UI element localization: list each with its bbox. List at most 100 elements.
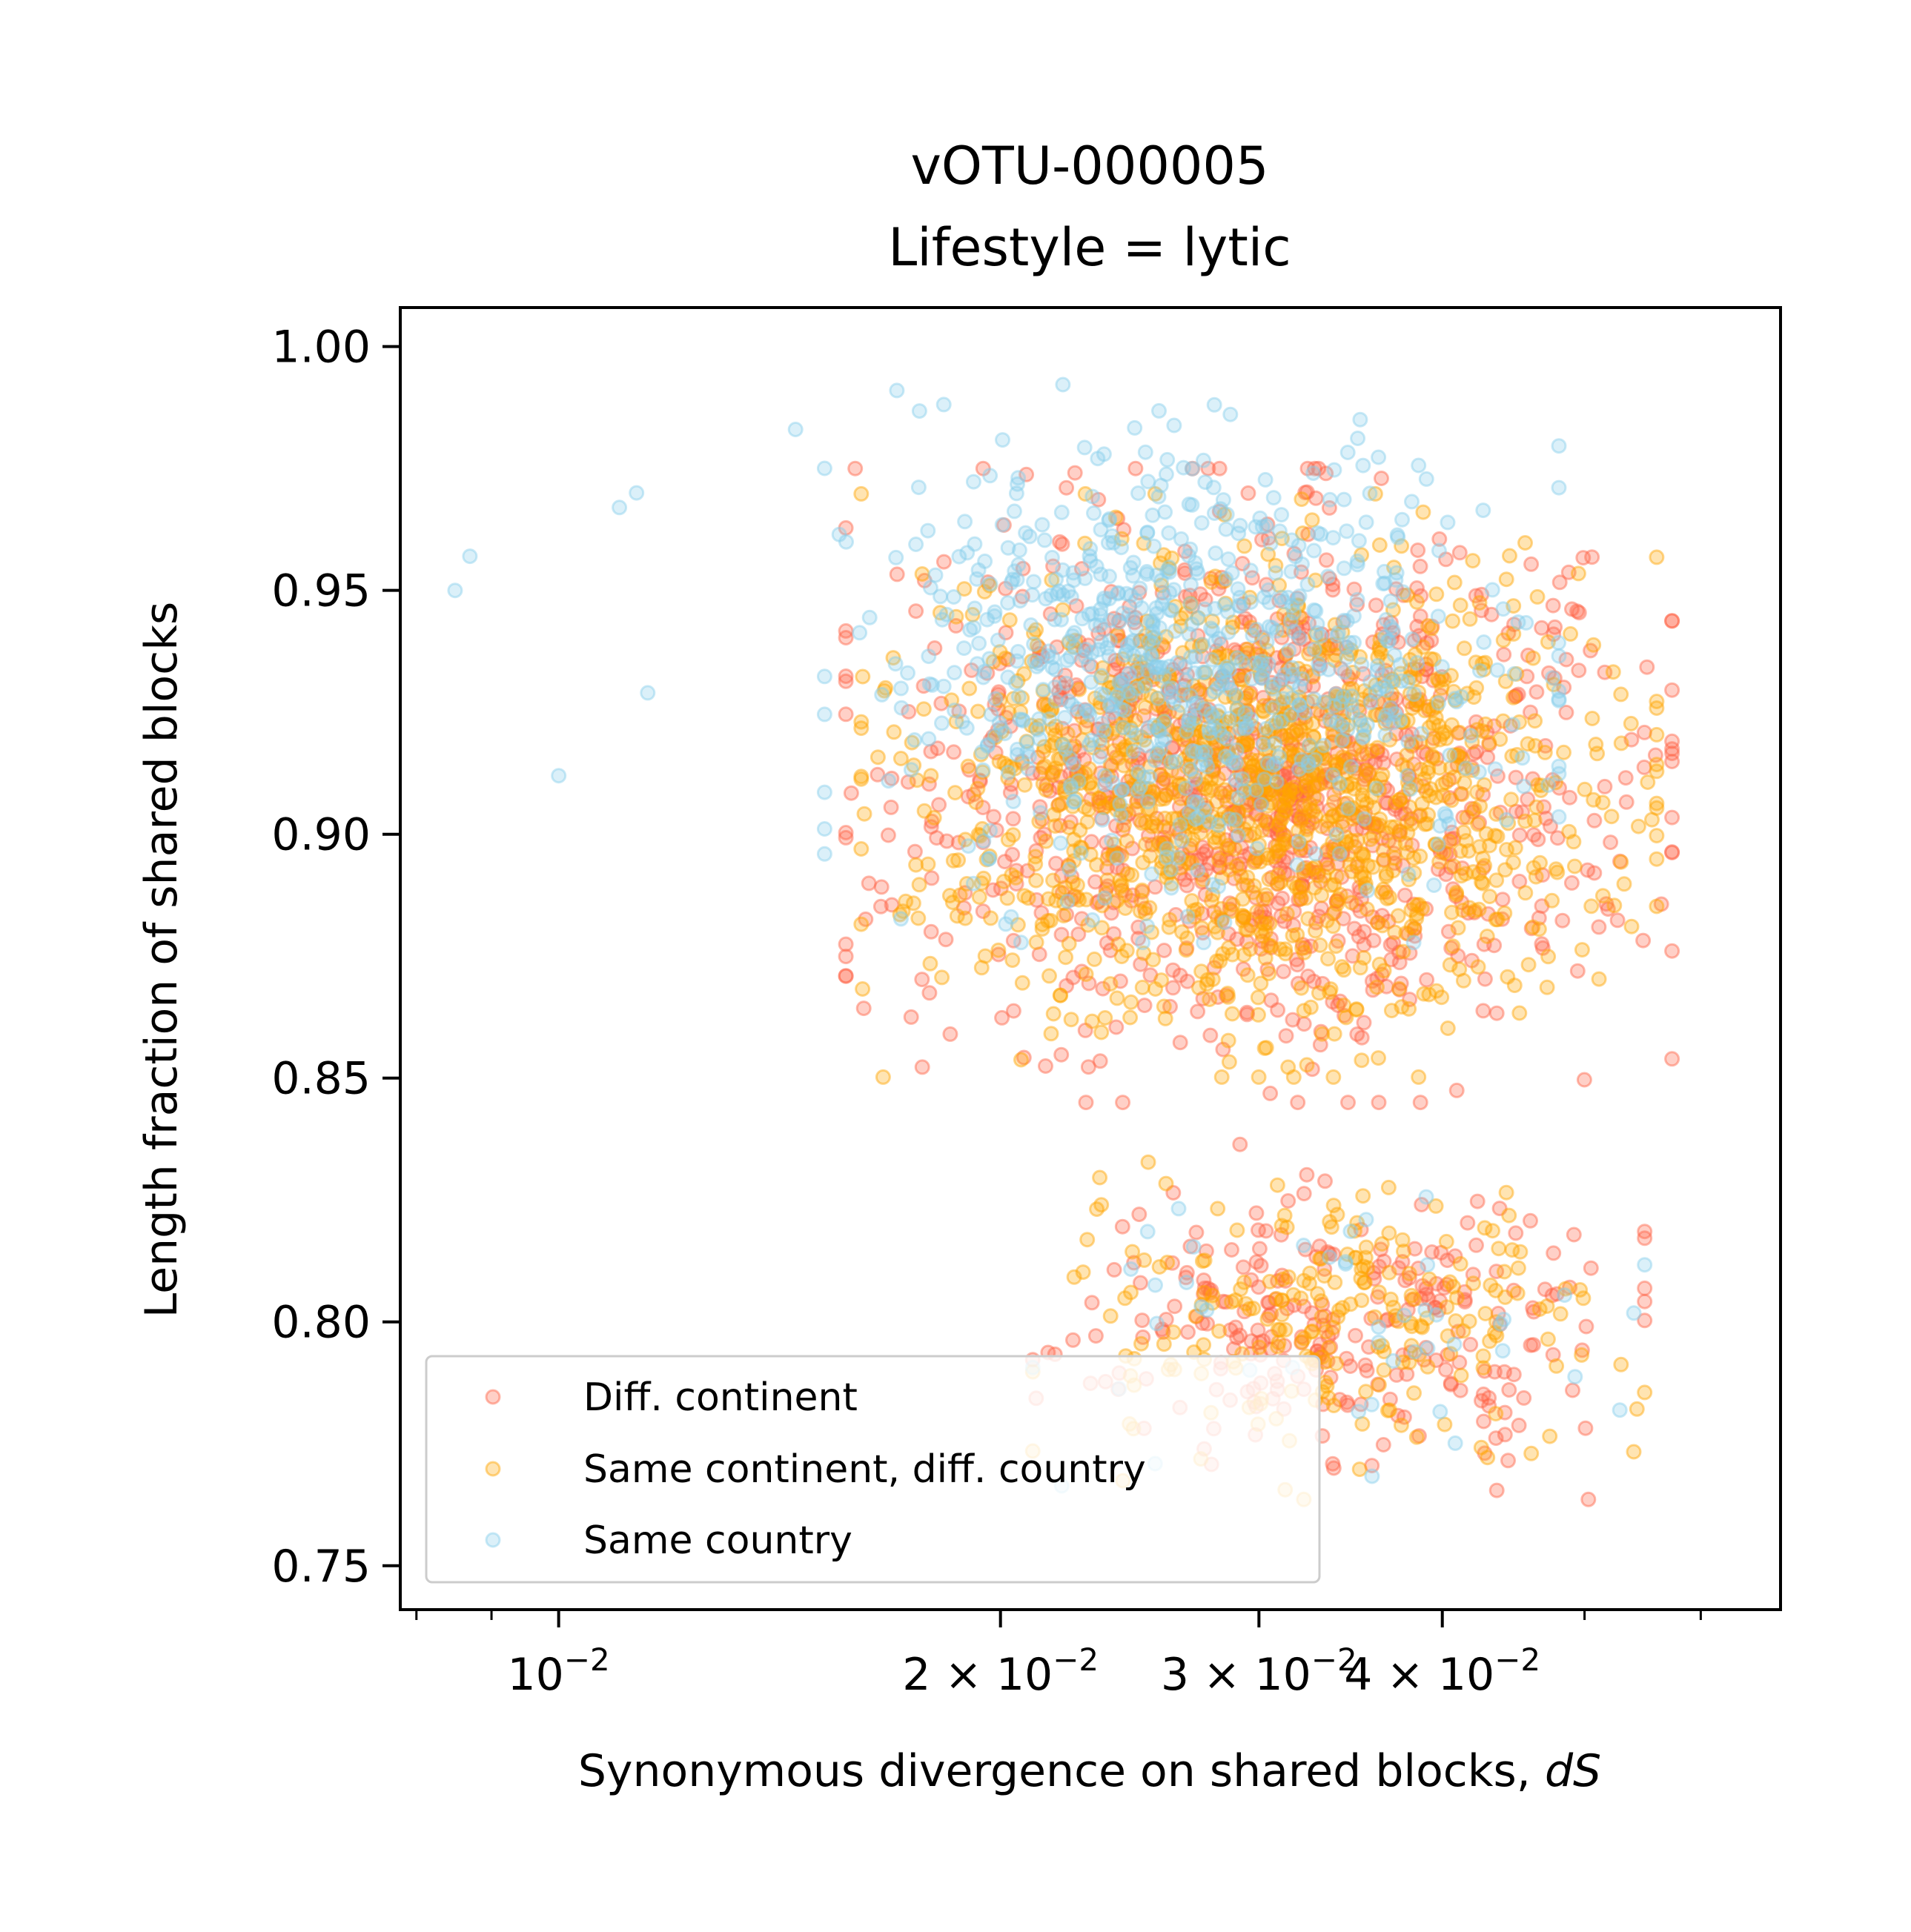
scatter-point-same-country	[982, 468, 998, 484]
scatter-point-same-country	[1198, 744, 1213, 760]
scatter-point-diff-continent	[1530, 831, 1546, 848]
scatter-point-same-continent-diff-country	[1122, 1009, 1139, 1026]
scatter-point-diff-continent	[1241, 766, 1257, 783]
scatter-point-diff-continent	[1038, 1058, 1053, 1074]
scatter-point-diff-continent	[1664, 613, 1680, 629]
scatter-point-diff-continent	[1248, 806, 1264, 823]
scatter-point-same-country	[888, 549, 904, 565]
scatter-point-same-country	[1139, 1224, 1156, 1240]
y-axis: 0.750.800.850.900.951.00	[271, 322, 400, 1593]
scatter-point-same-country	[1325, 530, 1341, 546]
scatter-point-diff-continent	[1334, 869, 1350, 885]
scatter-point-diff-continent	[1084, 1295, 1100, 1311]
scatter-point-same-continent-diff-country	[1273, 874, 1289, 890]
scatter-point-diff-continent	[1131, 585, 1147, 601]
scatter-point-diff-continent	[1537, 737, 1554, 754]
scatter-point-same-country	[1196, 601, 1213, 617]
scatter-point-same-country	[1516, 778, 1532, 794]
scatter-point-same-continent-diff-country	[1215, 946, 1231, 962]
scatter-point-same-continent-diff-country	[1140, 1154, 1156, 1170]
scatter-point-same-country	[1115, 605, 1131, 621]
scatter-point-diff-continent	[1468, 588, 1484, 604]
scatter-point-diff-continent	[1477, 971, 1493, 987]
scatter-point-same-country	[977, 553, 993, 569]
scatter-point-diff-continent	[1236, 909, 1252, 926]
scatter-point-diff-continent	[1350, 809, 1365, 825]
scatter-point-diff-continent	[1181, 789, 1197, 805]
scatter-point-diff-continent	[1276, 853, 1292, 869]
scatter-point-same-country	[1093, 566, 1109, 582]
scatter-point-same-continent-diff-country	[1362, 831, 1379, 848]
scatter-point-same-continent-diff-country	[1270, 837, 1286, 854]
scatter-point-diff-continent	[1465, 746, 1482, 762]
scatter-point-diff-continent	[1403, 811, 1420, 827]
scatter-point-diff-continent	[1234, 556, 1251, 571]
scatter-point-diff-continent	[1370, 694, 1386, 710]
scatter-point-same-country	[1062, 633, 1077, 649]
scatter-point-same-country	[1637, 1257, 1653, 1273]
scatter-point-same-continent-diff-country	[1540, 949, 1557, 965]
scatter-point-diff-continent	[1206, 960, 1222, 976]
scatter-point-same-country	[1351, 1404, 1367, 1420]
scatter-point-diff-continent	[1182, 913, 1198, 929]
scatter-point-diff-continent	[1248, 1205, 1265, 1221]
scatter-point-same-country	[1130, 764, 1147, 780]
scatter-point-same-country	[1291, 761, 1307, 777]
scatter-point-same-continent-diff-country	[960, 758, 976, 774]
scatter-point-same-continent-diff-country	[1043, 1026, 1059, 1042]
scatter-point-same-country	[1000, 595, 1016, 611]
scatter-point-diff-continent	[1054, 720, 1070, 737]
scatter-point-diff-continent	[1193, 874, 1210, 890]
scatter-point-diff-continent	[1508, 803, 1524, 820]
scatter-point-diff-continent	[1226, 757, 1242, 774]
scatter-point-diff-continent	[1664, 844, 1680, 860]
scatter-point-diff-continent	[1562, 789, 1577, 806]
scatter-point-diff-continent	[1157, 721, 1173, 737]
scatter-point-diff-continent	[1136, 708, 1152, 724]
scatter-point-diff-continent	[1053, 769, 1069, 785]
scatter-point-diff-continent	[900, 774, 916, 790]
scatter-point-diff-continent	[838, 825, 854, 840]
scatter-point-same-continent-diff-country	[1102, 976, 1119, 992]
scatter-point-diff-continent	[1597, 778, 1613, 794]
scatter-point-diff-continent	[1156, 829, 1172, 846]
scatter-point-same-country	[787, 422, 804, 437]
scatter-point-same-continent-diff-country	[1455, 1323, 1471, 1339]
scatter-point-diff-continent	[1196, 817, 1213, 834]
scatter-point-diff-continent	[1406, 660, 1423, 677]
scatter-point-diff-continent	[1494, 911, 1510, 927]
scatter-point-diff-continent	[1348, 822, 1365, 838]
scatter-point-same-country	[1356, 728, 1372, 744]
scatter-point-same-continent-diff-country	[1228, 1292, 1244, 1308]
scatter-point-same-country	[1058, 675, 1074, 691]
scatter-point-diff-continent	[1093, 765, 1109, 781]
scatter-point-same-continent-diff-country	[1302, 802, 1319, 818]
scatter-point-diff-continent	[1095, 980, 1111, 997]
scatter-point-diff-continent	[908, 603, 924, 620]
scatter-point-diff-continent	[1121, 806, 1137, 822]
scatter-point-same-country	[1274, 589, 1290, 605]
scatter-point-diff-continent	[1273, 798, 1289, 814]
scatter-point-same-continent-diff-country	[1325, 808, 1342, 824]
scatter-point-same-continent-diff-country	[1517, 535, 1533, 551]
scatter-point-diff-continent	[1276, 774, 1293, 791]
scatter-point-same-continent-diff-country	[1028, 872, 1044, 889]
scatter-point-same-country	[1010, 688, 1027, 705]
scatter-point-same-continent-diff-country	[1027, 849, 1044, 865]
scatter-point-same-country	[1205, 479, 1222, 496]
scatter-point-same-country	[1418, 1189, 1434, 1205]
scatter-point-same-continent-diff-country	[1649, 851, 1665, 867]
scatter-point-diff-continent	[1276, 799, 1292, 815]
scatter-point-same-country	[1146, 538, 1162, 554]
scatter-point-same-continent-diff-country	[1644, 811, 1660, 828]
scatter-point-same-country	[1471, 764, 1487, 780]
scatter-point-same-continent-diff-country	[1552, 1306, 1569, 1322]
scatter-point-diff-continent	[1041, 783, 1058, 799]
legend-label-same-continent: Same continent, diff. country	[583, 1447, 1146, 1492]
scatter-point-same-country	[1160, 681, 1176, 697]
scatter-point-same-continent-diff-country	[1434, 777, 1450, 793]
scatter-point-diff-continent	[1267, 723, 1283, 739]
scatter-point-diff-continent	[1313, 1023, 1329, 1040]
scatter-point-diff-continent	[1062, 684, 1078, 700]
scatter-point-diff-continent	[998, 625, 1014, 641]
